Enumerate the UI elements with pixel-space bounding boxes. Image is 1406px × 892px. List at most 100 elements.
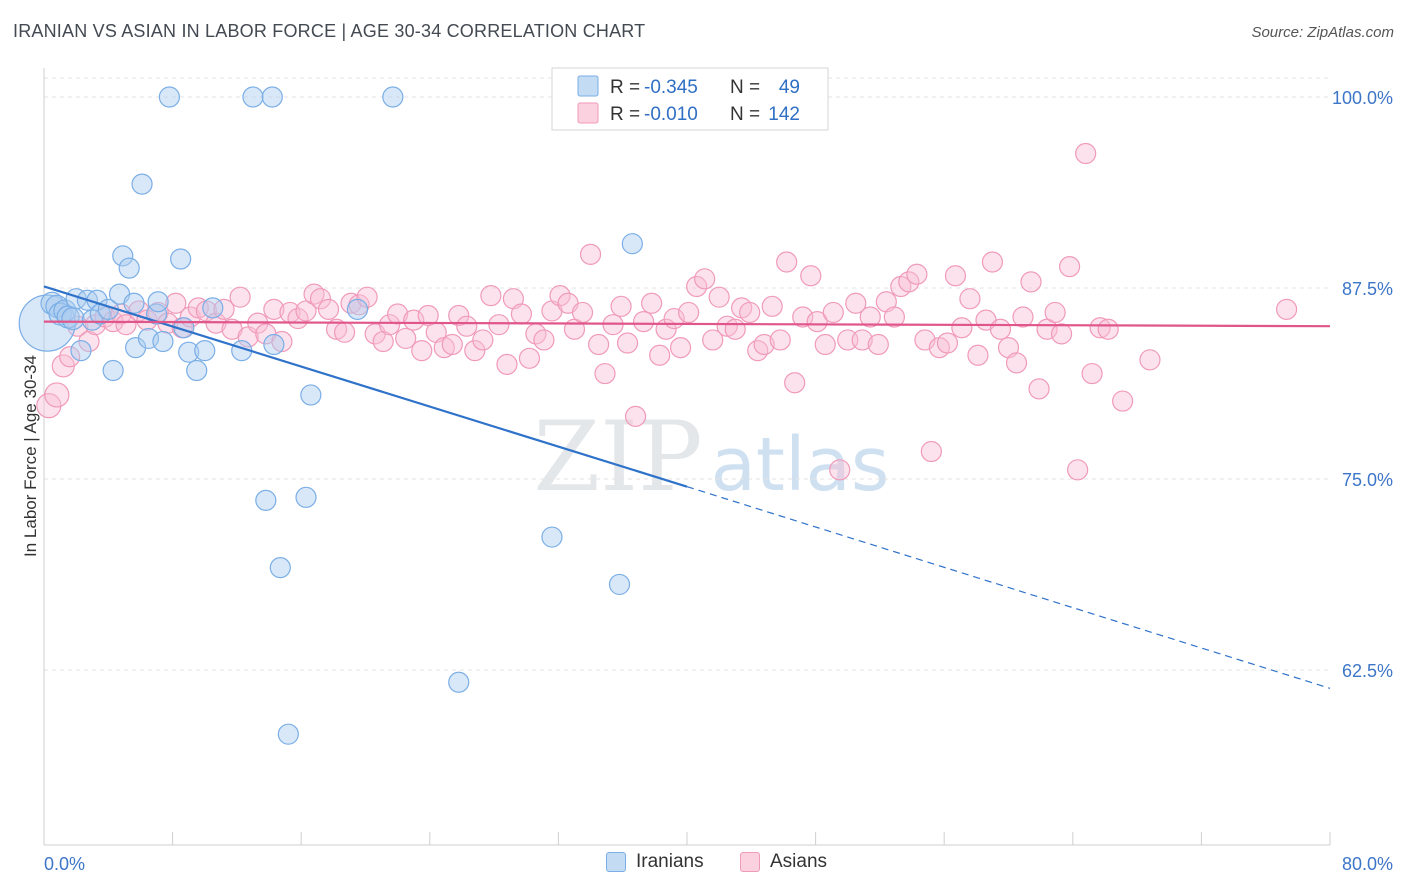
asian-point — [579, 243, 602, 265]
asian-point — [271, 330, 293, 353]
iranian-point — [295, 486, 317, 508]
asian-point — [784, 372, 806, 394]
asian-point — [800, 265, 822, 287]
y-tick-labels: 62.5% 75.0% 87.5% 100.0% — [1332, 88, 1393, 681]
asian-point — [1044, 301, 1066, 324]
asian-point — [36, 393, 62, 419]
asian-point — [806, 311, 828, 333]
chart-source: Source: ZipAtlas.com — [1251, 24, 1394, 41]
grid-lines — [44, 77, 1330, 671]
iranian-point — [112, 245, 134, 267]
asian-point — [1028, 378, 1050, 400]
asian-point — [632, 311, 655, 333]
asian-point — [610, 295, 632, 317]
asian-point — [814, 333, 836, 356]
asian-point — [906, 263, 928, 285]
legend-bottom: Iranians Asians — [0, 851, 1406, 877]
asian-point — [739, 301, 761, 324]
asian-point — [776, 251, 798, 273]
watermark-zip: ZIP — [533, 401, 702, 513]
asian-point — [78, 330, 100, 353]
iranian-point — [194, 340, 216, 362]
iranian-point — [123, 292, 145, 314]
asian-point — [317, 298, 340, 320]
legend-swatch-iranians — [577, 75, 599, 97]
iranian-point — [277, 723, 299, 745]
asian-point — [1067, 459, 1089, 481]
asian-point — [867, 333, 889, 356]
y-tick-label: 75.0% — [1342, 470, 1393, 490]
legend-label-iranians: Iranians — [636, 851, 704, 872]
asian-point — [845, 292, 867, 314]
asian-point — [822, 301, 844, 324]
asian-point — [1075, 142, 1097, 165]
asian-point — [472, 329, 494, 351]
asian-point — [1050, 323, 1073, 345]
asian-point — [1089, 317, 1111, 339]
asian-point — [340, 292, 362, 314]
asian-point — [753, 333, 775, 356]
iranian-point — [118, 257, 140, 279]
axes — [43, 68, 1331, 846]
asian-point — [1275, 298, 1298, 320]
asian-point — [724, 318, 746, 340]
legend-r-label-2: R = — [610, 104, 640, 125]
asian-point — [959, 288, 981, 310]
iranian-point — [186, 359, 208, 382]
iranian-point — [621, 233, 643, 255]
asian-point — [837, 329, 859, 351]
legend-n-value-2: 142 — [768, 104, 800, 125]
asian-point — [456, 315, 478, 337]
legend-item-iranians: Iranians — [606, 851, 704, 873]
asian-point — [747, 340, 769, 362]
iranian-point — [346, 298, 369, 320]
asian-point — [1097, 318, 1119, 340]
asian-point — [309, 288, 332, 310]
legend-r-value-1: -0.345 — [644, 77, 698, 98]
legend-swatch-asians — [577, 102, 599, 124]
asian-point — [829, 459, 851, 481]
asian-point — [702, 329, 724, 351]
legend-n-value-1: 49 — [779, 77, 800, 98]
legend-bottom-swatch-asians — [740, 852, 760, 872]
asian-point — [488, 314, 510, 336]
y-tick-label: 100.0% — [1332, 88, 1393, 108]
iranians-trend-extension — [686, 486, 1331, 689]
asian-point — [1081, 362, 1103, 385]
asian-point — [1139, 349, 1161, 371]
legend-r-label-1: R = — [610, 77, 640, 98]
asian-point — [989, 318, 1012, 340]
asian-point — [616, 332, 639, 354]
asian-point — [944, 265, 967, 287]
asian-point — [951, 317, 973, 339]
asian-point — [165, 292, 187, 314]
asian-point — [898, 271, 920, 293]
asian-point — [263, 298, 285, 320]
asian-point — [859, 306, 881, 328]
asian-point — [1058, 256, 1081, 278]
asian-point — [1112, 390, 1134, 412]
asian-point — [1005, 352, 1028, 374]
iranian-point — [448, 671, 470, 693]
legend-top: R = -0.345 N = 49 R = -0.010 N = 142 — [551, 67, 829, 131]
iranian-point — [61, 306, 85, 331]
asian-point — [480, 285, 502, 307]
asian-point — [686, 275, 708, 298]
asian-point — [624, 405, 647, 427]
asian-point — [708, 286, 730, 308]
watermark-atlas: atlas — [711, 422, 890, 508]
legend-item-asians: Asians — [740, 851, 827, 873]
iranian-point — [170, 248, 192, 270]
legend-r-value-2: -0.010 — [644, 104, 698, 125]
asian-point — [115, 314, 137, 336]
trend-lines — [43, 285, 1331, 689]
y-axis-label: In Labor Force | Age 30-34 — [21, 355, 40, 557]
asian-point — [334, 321, 356, 343]
asian-point — [433, 336, 455, 359]
chart-title: IRANIAN VS ASIAN IN LABOR FORCE | AGE 30… — [13, 21, 646, 41]
asian-point — [448, 304, 470, 327]
asian-point — [1012, 306, 1034, 328]
asian-point — [464, 340, 486, 362]
x-tick-label-min: 0.0% — [44, 854, 85, 874]
asian-point — [549, 285, 571, 307]
